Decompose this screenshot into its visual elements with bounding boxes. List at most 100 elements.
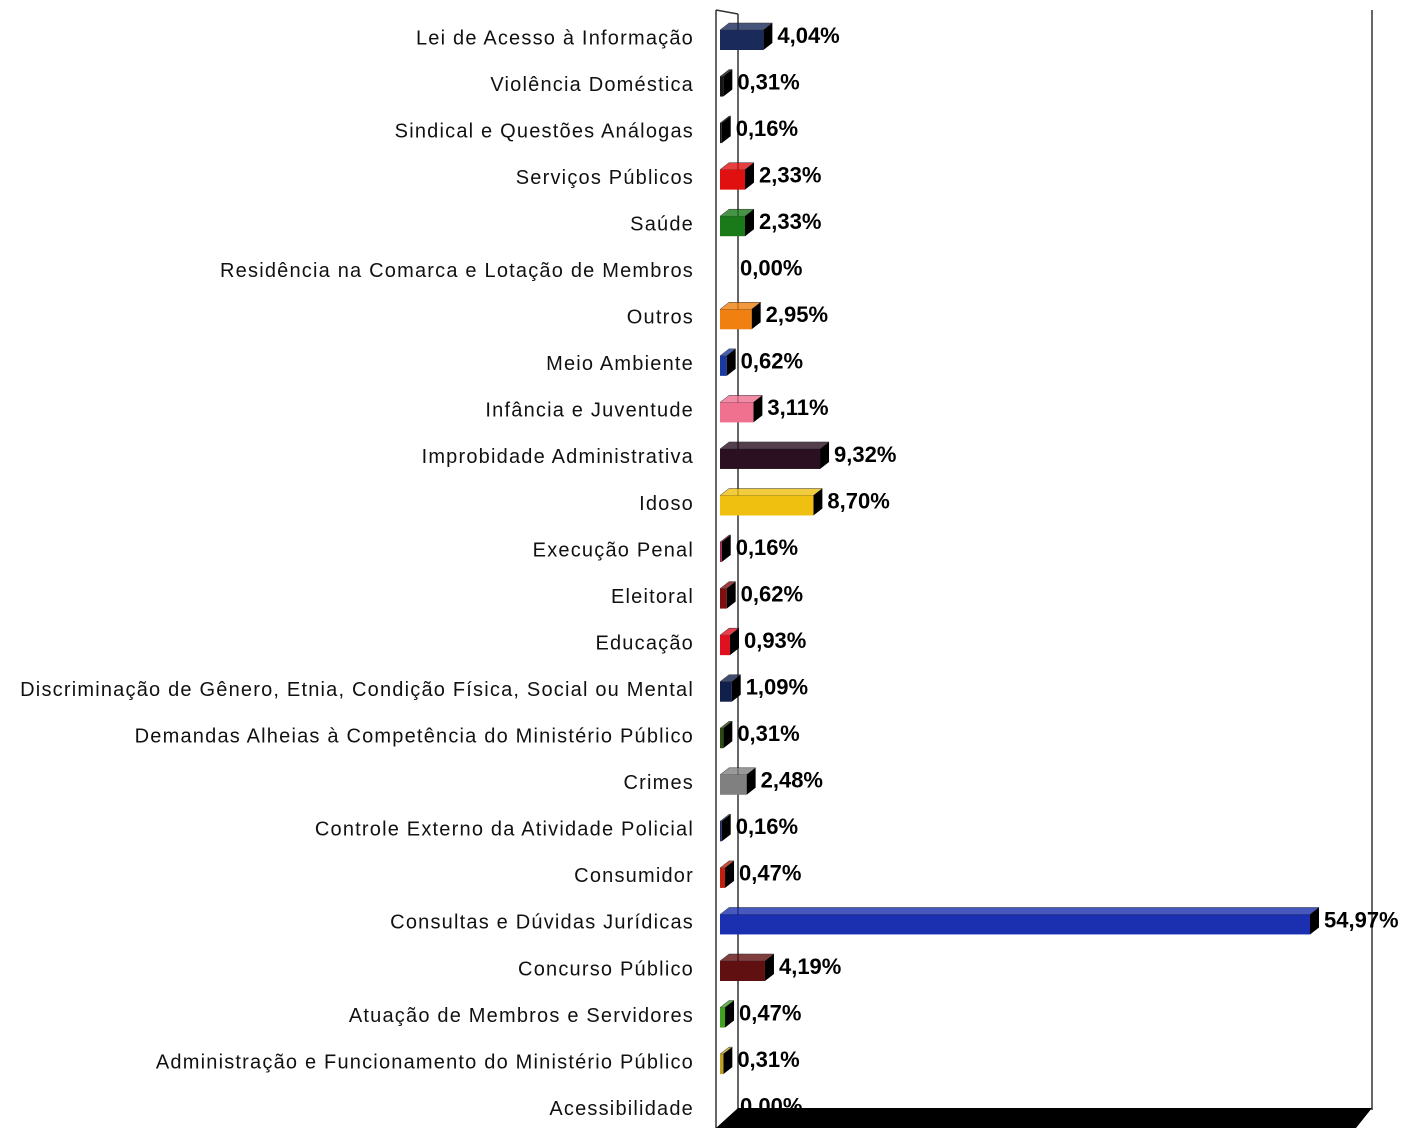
bar-side <box>726 581 736 609</box>
bar-side <box>721 116 731 144</box>
bar <box>720 1007 726 1028</box>
value-label: 4,04% <box>777 23 839 48</box>
bar <box>720 681 732 702</box>
value-label: 0,47% <box>739 861 801 886</box>
bar-side <box>723 1047 733 1075</box>
category-label: Meio Ambiente <box>546 353 694 375</box>
bar-side <box>746 767 756 795</box>
value-label: 9,32% <box>834 442 896 467</box>
category-label: Controle Externo da Atividade Policial <box>315 819 694 841</box>
bar <box>720 309 752 330</box>
bar-side <box>725 1000 735 1028</box>
value-label: 1,09% <box>746 675 808 700</box>
bar <box>720 402 754 423</box>
bar-side <box>1310 907 1319 935</box>
category-label: Consultas e Dúvidas Jurídicas <box>390 912 694 934</box>
bar <box>720 542 722 563</box>
bar-top <box>719 907 1320 915</box>
bar <box>720 355 727 376</box>
value-label: 3,11% <box>767 395 828 420</box>
bar-side <box>820 441 830 469</box>
bar-side <box>721 814 731 842</box>
category-label: Concurso Público <box>518 958 694 980</box>
bar <box>720 30 764 50</box>
value-label: 0,62% <box>741 581 803 606</box>
bar-side <box>725 860 735 888</box>
bar <box>720 961 765 981</box>
value-label: 0,62% <box>741 349 803 374</box>
category-label: Discriminação de Gênero, Etnia, Condição… <box>20 679 694 701</box>
category-label: Administração e Funcionamento do Ministé… <box>156 1051 694 1073</box>
category-label: Educação <box>595 632 694 654</box>
bar-side <box>745 162 755 190</box>
value-label: 2,33% <box>759 162 821 187</box>
value-label: 0,47% <box>739 1000 801 1025</box>
bar-side <box>726 348 736 376</box>
value-label: 2,33% <box>759 209 821 234</box>
bar-side <box>764 954 774 981</box>
bar <box>720 914 1310 935</box>
bar <box>720 1054 724 1075</box>
category-label: Execução Penal <box>533 539 694 561</box>
bar-side <box>813 488 823 516</box>
bar-side <box>729 628 739 656</box>
category-label: Violência Doméstica <box>490 74 694 96</box>
category-label: Improbidade Administrativa <box>422 446 694 468</box>
value-label: 0,00% <box>740 1093 802 1118</box>
bar <box>720 774 747 795</box>
bar-side <box>751 302 761 330</box>
bar-side <box>731 674 741 702</box>
bar <box>720 867 726 888</box>
bar-side <box>721 535 731 563</box>
floor <box>716 1108 1372 1128</box>
bar-top <box>719 953 775 962</box>
bar <box>720 588 727 609</box>
category-label: Demandas Alheias à Competência do Minist… <box>135 726 694 748</box>
category-label: Atuação de Membros e Servidores <box>349 1005 694 1027</box>
bar-side <box>753 395 763 423</box>
bar-side <box>723 69 733 97</box>
value-label: 0,93% <box>744 628 806 653</box>
bar <box>720 635 730 656</box>
category-label: Idoso <box>639 493 694 515</box>
category-label: Residência na Comarca e Lotação de Membr… <box>220 260 694 282</box>
value-label: 2,95% <box>766 302 828 327</box>
category-label: Serviços Públicos <box>516 167 694 189</box>
bar <box>720 216 746 237</box>
category-label: Outros <box>627 307 694 329</box>
bar <box>720 728 724 749</box>
bar <box>720 495 814 516</box>
bar-top <box>719 488 824 496</box>
value-label: 0,31% <box>737 1047 799 1072</box>
bar <box>720 123 722 144</box>
category-label: Eleitoral <box>611 586 694 608</box>
category-label: Consumidor <box>574 865 694 887</box>
bar-top <box>719 441 830 450</box>
category-label: Lei de Acesso à Informação <box>416 27 694 49</box>
bar-top <box>719 22 774 31</box>
value-label: 54,97% <box>1324 907 1399 932</box>
bar <box>720 821 722 842</box>
bar <box>720 169 746 190</box>
value-label: 2,48% <box>761 768 823 793</box>
value-label: 0,00% <box>740 256 802 281</box>
bar-side <box>763 23 773 50</box>
category-label: Saúde <box>630 213 694 235</box>
category-label: Sindical e Questões Análogas <box>395 120 694 142</box>
value-label: 0,16% <box>736 535 798 560</box>
category-label: Crimes <box>623 772 694 794</box>
bar-side <box>723 721 733 749</box>
value-label: 0,31% <box>737 721 799 746</box>
value-label: 4,19% <box>779 954 841 979</box>
value-label: 0,16% <box>736 814 798 839</box>
bar <box>720 448 821 469</box>
value-label: 0,31% <box>737 69 799 94</box>
bar-side <box>745 209 755 237</box>
bar <box>720 76 724 97</box>
value-label: 0,16% <box>736 116 798 141</box>
wall-edge <box>715 9 739 15</box>
category-label: Infância e Juventude <box>485 400 694 422</box>
category-label: Acessibilidade <box>549 1098 694 1120</box>
value-label: 8,70% <box>827 488 889 513</box>
